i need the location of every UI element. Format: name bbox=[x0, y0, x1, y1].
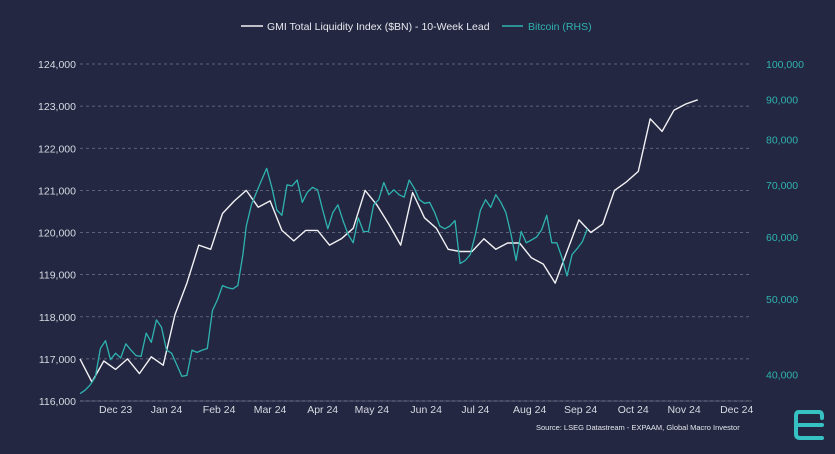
left-axis-tick-label: 123,000 bbox=[38, 101, 76, 113]
left-axis-tick-label: 120,000 bbox=[38, 228, 76, 240]
x-axis-tick-label: Sep 24 bbox=[564, 404, 597, 416]
right-axis-tick-label: 60,000 bbox=[766, 232, 798, 244]
source-note: Source: LSEG Datastream - EXPAAM, Global… bbox=[536, 423, 740, 432]
left-axis-tick-label: 121,000 bbox=[38, 185, 76, 197]
x-axis-tick-label: Dec 24 bbox=[720, 404, 753, 416]
left-axis-tick-label: 124,000 bbox=[38, 59, 76, 71]
legend-label-bitcoin: Bitcoin (RHS) bbox=[528, 21, 592, 33]
right-axis-tick-label: 70,000 bbox=[766, 180, 798, 192]
gridlines bbox=[80, 63, 752, 402]
left-axis-tick-label: 119,000 bbox=[39, 270, 76, 282]
x-axis: Dec 23 Jan 24 Feb 24 Mar 24 Apr 24 May 24 Jun … bbox=[80, 400, 754, 416]
x-axis-tick-label: Dec 23 bbox=[99, 404, 132, 416]
series-layer bbox=[79, 99, 698, 395]
left-axis: 116,000 117,000 118,000 119,000 120,000 121,0… bbox=[38, 59, 76, 408]
x-axis-tick-label: Apr 24 bbox=[307, 404, 338, 416]
right-axis-tick-label: 80,000 bbox=[766, 135, 798, 147]
x-axis-tick-label: Oct 24 bbox=[618, 404, 649, 416]
right-axis-tick-label: 100,000 bbox=[766, 59, 804, 71]
left-axis-tick-label: 122,000 bbox=[38, 143, 76, 155]
liquidity-index-line bbox=[79, 99, 698, 383]
right-axis-tick-label: 50,000 bbox=[766, 294, 798, 306]
left-axis-tick-label: 116,000 bbox=[39, 396, 76, 408]
legend-label-liquidity: GMI Total Liquidity Index ($BN) - 10-Wee… bbox=[267, 21, 490, 33]
right-axis-tick-label: 40,000 bbox=[766, 370, 798, 382]
x-axis-tick-label: Nov 24 bbox=[667, 404, 700, 416]
legend: GMI Total Liquidity Index ($BN) - 10-Wee… bbox=[241, 21, 592, 33]
x-axis-tick-label: Mar 24 bbox=[254, 404, 287, 416]
x-axis-tick-label: Feb 24 bbox=[203, 404, 236, 416]
x-axis-tick-label: Jul 24 bbox=[461, 404, 489, 416]
left-axis-tick-label: 117,000 bbox=[39, 354, 76, 366]
x-axis-tick-label: Jan 24 bbox=[151, 404, 183, 416]
x-axis-tick-label: Aug 24 bbox=[513, 404, 546, 416]
bitcoin-price-line bbox=[79, 167, 589, 395]
global-macro-investor-logo-icon bbox=[794, 410, 824, 440]
left-axis-tick-label: 118,000 bbox=[39, 312, 76, 324]
right-axis: 40,000 50,000 60,000 70,000 80,000 90,000 100,… bbox=[766, 59, 804, 382]
x-axis-tick-label: Jun 24 bbox=[410, 404, 442, 416]
x-axis-tick-label: May 24 bbox=[355, 404, 390, 416]
right-axis-tick-label: 90,000 bbox=[766, 95, 798, 107]
